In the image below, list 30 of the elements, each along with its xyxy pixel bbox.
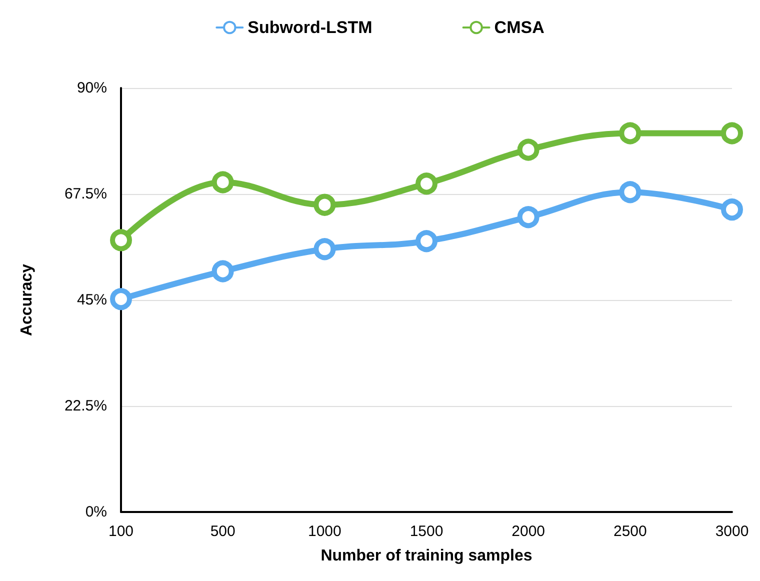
x-axis-title: Number of training samples: [320, 548, 532, 564]
y-tick-label: 0%: [85, 504, 107, 520]
point: [416, 172, 438, 195]
legend-label: CMSA: [494, 18, 544, 37]
point: [110, 288, 132, 310]
point: [314, 194, 336, 216]
x-tick-label: 1500: [410, 523, 444, 540]
legend-label: Subword-LSTM: [248, 18, 372, 37]
point: [517, 138, 540, 161]
x-tick-label: 3000: [715, 523, 749, 540]
x-tick-label: 100: [108, 523, 134, 540]
point: [721, 122, 743, 144]
point: [416, 230, 438, 252]
y-axis-title: Accuracy: [18, 264, 36, 336]
point: [721, 198, 743, 221]
x-tick-label: 500: [210, 523, 236, 540]
point: [517, 206, 540, 228]
x-tick-label: 2500: [613, 523, 647, 540]
point: [110, 229, 132, 252]
y-tick-label: 45%: [76, 292, 107, 308]
x-tick-label: 1000: [308, 523, 342, 540]
point: [314, 238, 336, 260]
x-tick-label: 2000: [512, 523, 546, 540]
point: [212, 260, 234, 282]
y-tick-label: 90%: [76, 80, 107, 96]
y-tick-label: 22.5%: [64, 398, 107, 414]
point: [212, 171, 234, 194]
point: [619, 181, 642, 204]
y-tick-label: 67.5%: [64, 186, 107, 202]
point: [619, 122, 642, 144]
